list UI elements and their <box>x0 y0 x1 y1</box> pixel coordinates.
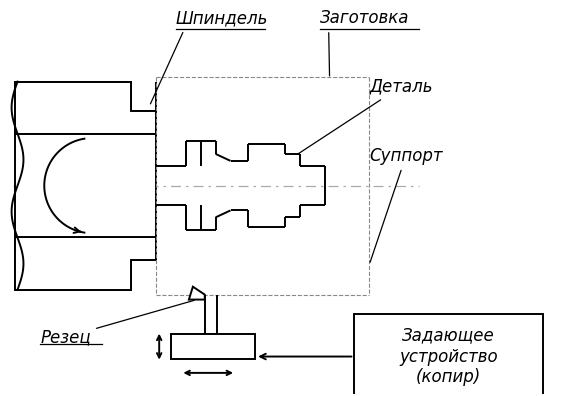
Text: Задающее
устройство
(копир): Задающее устройство (копир) <box>399 327 498 386</box>
Text: Деталь: Деталь <box>297 78 433 154</box>
Polygon shape <box>14 82 156 134</box>
Text: Суппорт: Суппорт <box>369 147 443 262</box>
Polygon shape <box>14 237 156 289</box>
Polygon shape <box>14 134 156 237</box>
Text: Шпиндель: Шпиндель <box>150 9 268 104</box>
Text: Резец: Резец <box>41 300 194 346</box>
Polygon shape <box>189 287 205 300</box>
Bar <box>355 314 542 396</box>
Text: Заготовка: Заготовка <box>320 9 409 76</box>
Bar <box>171 334 255 359</box>
